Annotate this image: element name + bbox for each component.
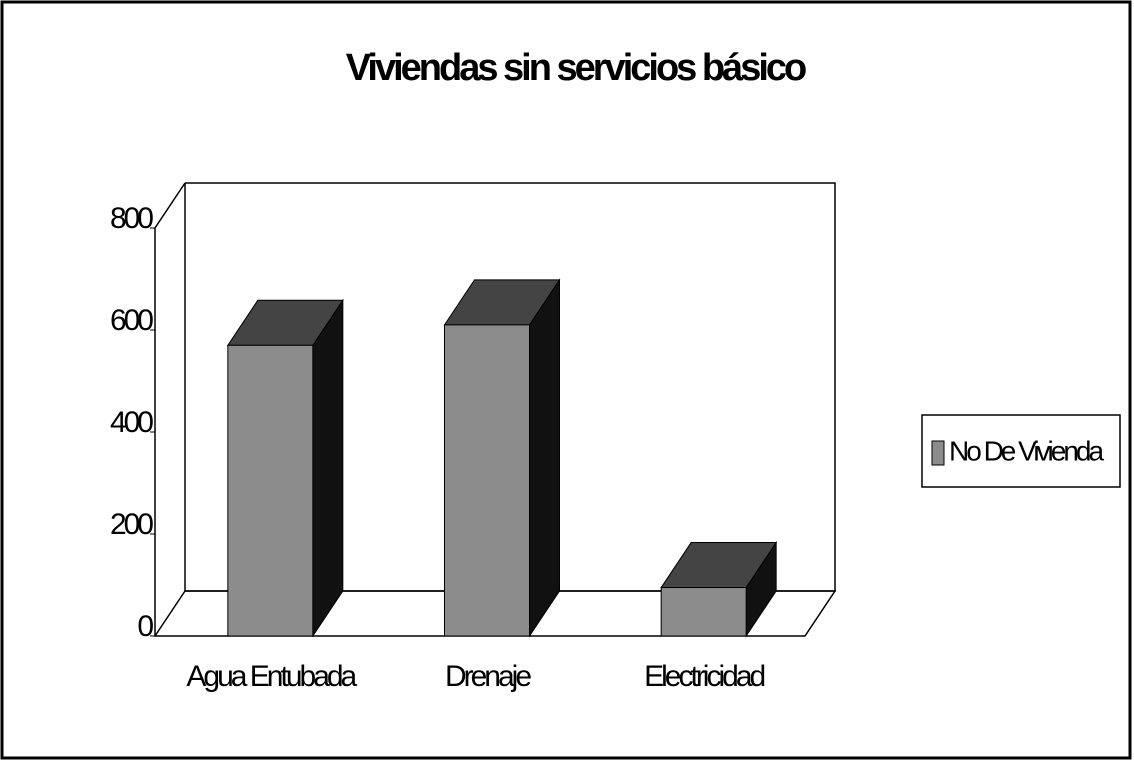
x-tick-label: Drenaje bbox=[445, 660, 531, 693]
y-tick-label: 800 bbox=[110, 202, 153, 235]
legend bbox=[921, 414, 1121, 488]
bar bbox=[227, 344, 314, 637]
legend-label: No De Vivienda bbox=[949, 435, 1104, 466]
legend-swatch bbox=[931, 440, 945, 466]
y-tick-label: 0 bbox=[137, 610, 153, 643]
floor bbox=[153, 590, 837, 637]
y-tick-label: 200 bbox=[110, 508, 153, 541]
bar-side bbox=[529, 278, 560, 638]
bar bbox=[444, 324, 530, 637]
x-tick-label: Electricidad bbox=[644, 660, 764, 693]
bar-side bbox=[312, 298, 344, 638]
bar bbox=[660, 587, 747, 637]
y-tick-label: 600 bbox=[110, 304, 153, 337]
chart-title: Viviendas sin servicios básico bbox=[346, 47, 806, 89]
x-tick-label: Agua Entubada bbox=[186, 660, 357, 693]
y-tick-label: 400 bbox=[110, 406, 153, 439]
